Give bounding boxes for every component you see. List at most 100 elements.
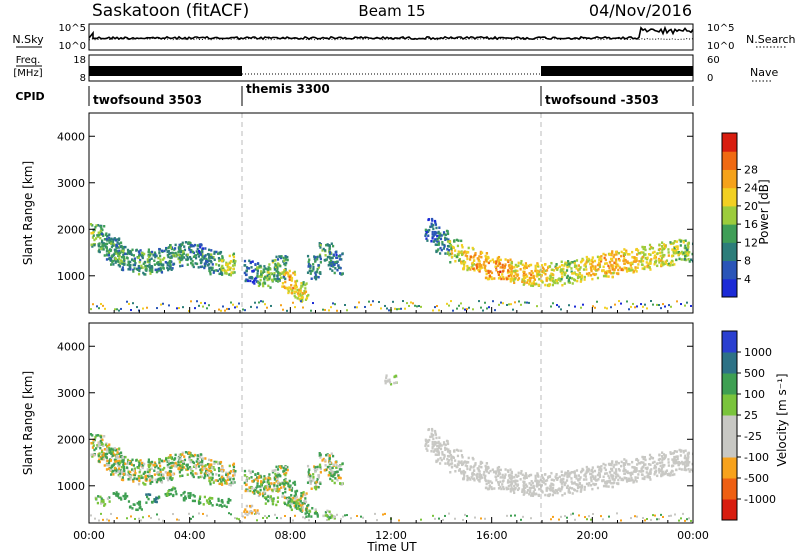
- velocity-point: [340, 518, 342, 521]
- power-point: [384, 304, 386, 307]
- velocity-point: [467, 476, 471, 480]
- power-point: [514, 263, 517, 267]
- power-point: [315, 271, 318, 274]
- power-point: [149, 266, 152, 270]
- velocity-point: [111, 450, 114, 454]
- velocity-point: [169, 461, 172, 465]
- power-point: [567, 280, 570, 284]
- nave-tick-top: 60: [707, 55, 720, 66]
- velocity-point: [316, 465, 319, 469]
- velocity-point: [150, 460, 154, 464]
- power-point: [568, 265, 571, 268]
- velocity-point: [587, 467, 590, 471]
- power-point: [435, 226, 438, 230]
- power-point: [160, 263, 163, 267]
- power-point: [137, 266, 141, 270]
- power-point: [198, 243, 201, 246]
- power-point: [460, 302, 462, 305]
- velocity-point: [658, 453, 661, 457]
- power-point: [286, 309, 288, 312]
- power-point: [683, 257, 686, 261]
- y-tick-label: 1000: [57, 270, 85, 283]
- power-point: [566, 265, 569, 269]
- velocity-point: [210, 497, 214, 500]
- power-point: [609, 252, 612, 256]
- power-point: [598, 263, 602, 266]
- velocity-point: [524, 486, 527, 489]
- velocity-point: [208, 502, 211, 505]
- power-point: [229, 268, 232, 271]
- power-point: [566, 274, 569, 278]
- power-point: [116, 241, 119, 244]
- velocity-point: [328, 473, 331, 476]
- power-point: [472, 308, 474, 311]
- velocity-point: [178, 471, 181, 474]
- velocity-point: [256, 511, 259, 515]
- power-point: [288, 275, 291, 279]
- velocity-point: [308, 468, 311, 471]
- velocity-point: [531, 481, 534, 485]
- velocity-point: [440, 444, 443, 447]
- power-point: [580, 275, 584, 279]
- power-point: [462, 267, 465, 271]
- velocity-point: [679, 454, 682, 457]
- velocity-point: [170, 478, 173, 481]
- velocity-point: [670, 469, 674, 473]
- power-point: [252, 279, 256, 283]
- velocity-point: [154, 498, 157, 501]
- power-point: [400, 307, 402, 310]
- power-point: [319, 272, 322, 276]
- power-point: [199, 258, 202, 262]
- velocity-point: [256, 472, 260, 475]
- power-point: [448, 253, 451, 257]
- velocity-point: [149, 482, 152, 485]
- power-point: [570, 260, 574, 264]
- velocity-point: [106, 459, 109, 463]
- power-point: [246, 266, 249, 270]
- power-point: [153, 251, 157, 254]
- velocity-point: [644, 466, 647, 470]
- velocity-point: [487, 479, 490, 483]
- velocity-point: [610, 481, 613, 485]
- power-point: [514, 270, 517, 274]
- power-point: [440, 234, 443, 237]
- velocity-point: [112, 492, 115, 495]
- power-point: [444, 233, 447, 236]
- velocity-point: [153, 461, 157, 464]
- velocity-point: [246, 476, 249, 480]
- velocity-point: [529, 473, 533, 477]
- power-point: [249, 279, 252, 283]
- velocity-point: [528, 490, 532, 494]
- velocity-point: [656, 518, 658, 521]
- velocity-point: [135, 477, 139, 481]
- power-point: [109, 249, 113, 252]
- velocity-point: [100, 512, 102, 515]
- velocity-point: [94, 435, 97, 439]
- power-point: [300, 284, 303, 288]
- velocity-point: [694, 462, 696, 465]
- power-point: [312, 263, 315, 266]
- velocity-point: [510, 514, 512, 517]
- power-point: [293, 294, 296, 298]
- power-point: [194, 256, 198, 260]
- power-point: [695, 247, 697, 250]
- velocity-point: [138, 506, 141, 510]
- power-point: [636, 305, 638, 308]
- power-point: [257, 284, 261, 288]
- power-point: [656, 264, 659, 268]
- velocity-point: [181, 451, 184, 455]
- power-point: [530, 282, 534, 285]
- power-point: [621, 268, 625, 272]
- velocity-point: [198, 453, 201, 456]
- velocity-point: [485, 470, 489, 473]
- power-point: [178, 255, 181, 258]
- velocity-point: [110, 512, 112, 515]
- power-point: [525, 266, 528, 269]
- velocity-point: [469, 478, 472, 481]
- velocity-point: [263, 480, 266, 483]
- velocity-point: [122, 467, 126, 471]
- velocity-point: [596, 465, 600, 469]
- power-point: [115, 250, 118, 253]
- velocity-point: [159, 464, 162, 468]
- power-point: [221, 256, 224, 260]
